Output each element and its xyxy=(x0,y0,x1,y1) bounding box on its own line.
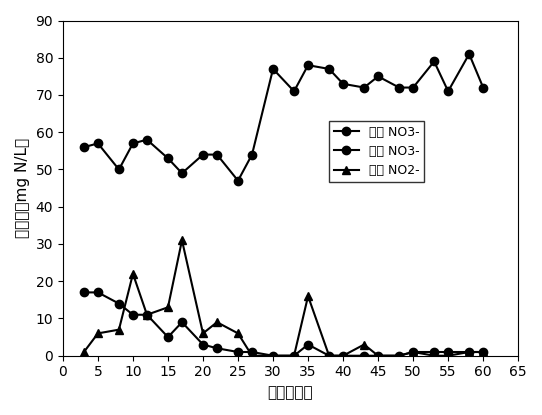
出水 NO2- xyxy=(361,342,367,347)
进水 NO3- xyxy=(340,81,346,86)
Legend: 进水 NO3-, 出水 NO3-, 出水 NO2-: 进水 NO3-, 出水 NO3-, 出水 NO2- xyxy=(328,121,424,182)
出水 NO3- xyxy=(466,349,473,354)
出水 NO2- xyxy=(291,353,298,358)
出水 NO3- xyxy=(326,353,332,358)
出水 NO2- xyxy=(249,353,255,358)
出水 NO3- xyxy=(130,312,136,317)
出水 NO2- xyxy=(179,238,185,243)
进水 NO3- xyxy=(179,171,185,176)
出水 NO3- xyxy=(235,349,241,354)
出水 NO3- xyxy=(165,334,171,339)
Y-axis label: 氮浓度（mg N/L）: 氮浓度（mg N/L） xyxy=(15,138,30,238)
进水 NO3- xyxy=(396,85,402,90)
进水 NO3- xyxy=(270,66,276,71)
进水 NO3- xyxy=(326,66,332,71)
出水 NO2- xyxy=(466,349,473,354)
出水 NO3- xyxy=(445,349,451,354)
出水 NO3- xyxy=(200,342,207,347)
进水 NO3- xyxy=(214,152,220,157)
出水 NO3- xyxy=(375,353,382,358)
出水 NO3- xyxy=(396,353,402,358)
出水 NO3- xyxy=(431,349,437,354)
出水 NO2- xyxy=(165,305,171,310)
出水 NO3- xyxy=(361,353,367,358)
进水 NO3- xyxy=(130,141,136,146)
出水 NO2- xyxy=(270,353,276,358)
进水 NO3- xyxy=(305,63,311,68)
X-axis label: 时间（天）: 时间（天） xyxy=(268,385,313,400)
出水 NO3- xyxy=(144,312,150,317)
进水 NO3- xyxy=(235,178,241,183)
出水 NO2- xyxy=(340,353,346,358)
进水 NO3- xyxy=(431,59,437,64)
出水 NO2- xyxy=(375,353,382,358)
出水 NO3- xyxy=(249,349,255,354)
出水 NO2- xyxy=(81,349,87,354)
出水 NO2- xyxy=(214,320,220,325)
出水 NO3- xyxy=(95,290,101,295)
出水 NO3- xyxy=(340,353,346,358)
出水 NO3- xyxy=(270,353,276,358)
进水 NO3- xyxy=(144,137,150,142)
出水 NO2- xyxy=(431,353,437,358)
出水 NO2- xyxy=(95,331,101,336)
进水 NO3- xyxy=(165,156,171,161)
出水 NO2- xyxy=(144,312,150,317)
出水 NO3- xyxy=(81,290,87,295)
进水 NO3- xyxy=(291,89,298,94)
出水 NO3- xyxy=(480,349,486,354)
Line: 进水 NO3-: 进水 NO3- xyxy=(80,50,487,185)
进水 NO3- xyxy=(249,152,255,157)
进水 NO3- xyxy=(375,74,382,79)
出水 NO3- xyxy=(115,301,122,306)
出水 NO2- xyxy=(235,331,241,336)
进水 NO3- xyxy=(445,89,451,94)
出水 NO2- xyxy=(115,327,122,332)
进水 NO3- xyxy=(361,85,367,90)
进水 NO3- xyxy=(115,167,122,172)
出水 NO2- xyxy=(445,353,451,358)
进水 NO3- xyxy=(466,51,473,56)
出水 NO2- xyxy=(326,353,332,358)
出水 NO2- xyxy=(410,349,416,354)
出水 NO3- xyxy=(214,346,220,351)
出水 NO2- xyxy=(480,349,486,354)
出水 NO2- xyxy=(305,294,311,299)
进水 NO3- xyxy=(81,145,87,150)
出水 NO3- xyxy=(305,342,311,347)
出水 NO3- xyxy=(410,349,416,354)
进水 NO3- xyxy=(480,85,486,90)
出水 NO2- xyxy=(130,271,136,276)
进水 NO3- xyxy=(200,152,207,157)
Line: 出水 NO3-: 出水 NO3- xyxy=(80,288,487,360)
进水 NO3- xyxy=(410,85,416,90)
出水 NO3- xyxy=(291,353,298,358)
出水 NO2- xyxy=(396,353,402,358)
Line: 出水 NO2-: 出水 NO2- xyxy=(80,236,487,360)
进水 NO3- xyxy=(95,141,101,146)
出水 NO3- xyxy=(179,320,185,325)
出水 NO2- xyxy=(200,331,207,336)
